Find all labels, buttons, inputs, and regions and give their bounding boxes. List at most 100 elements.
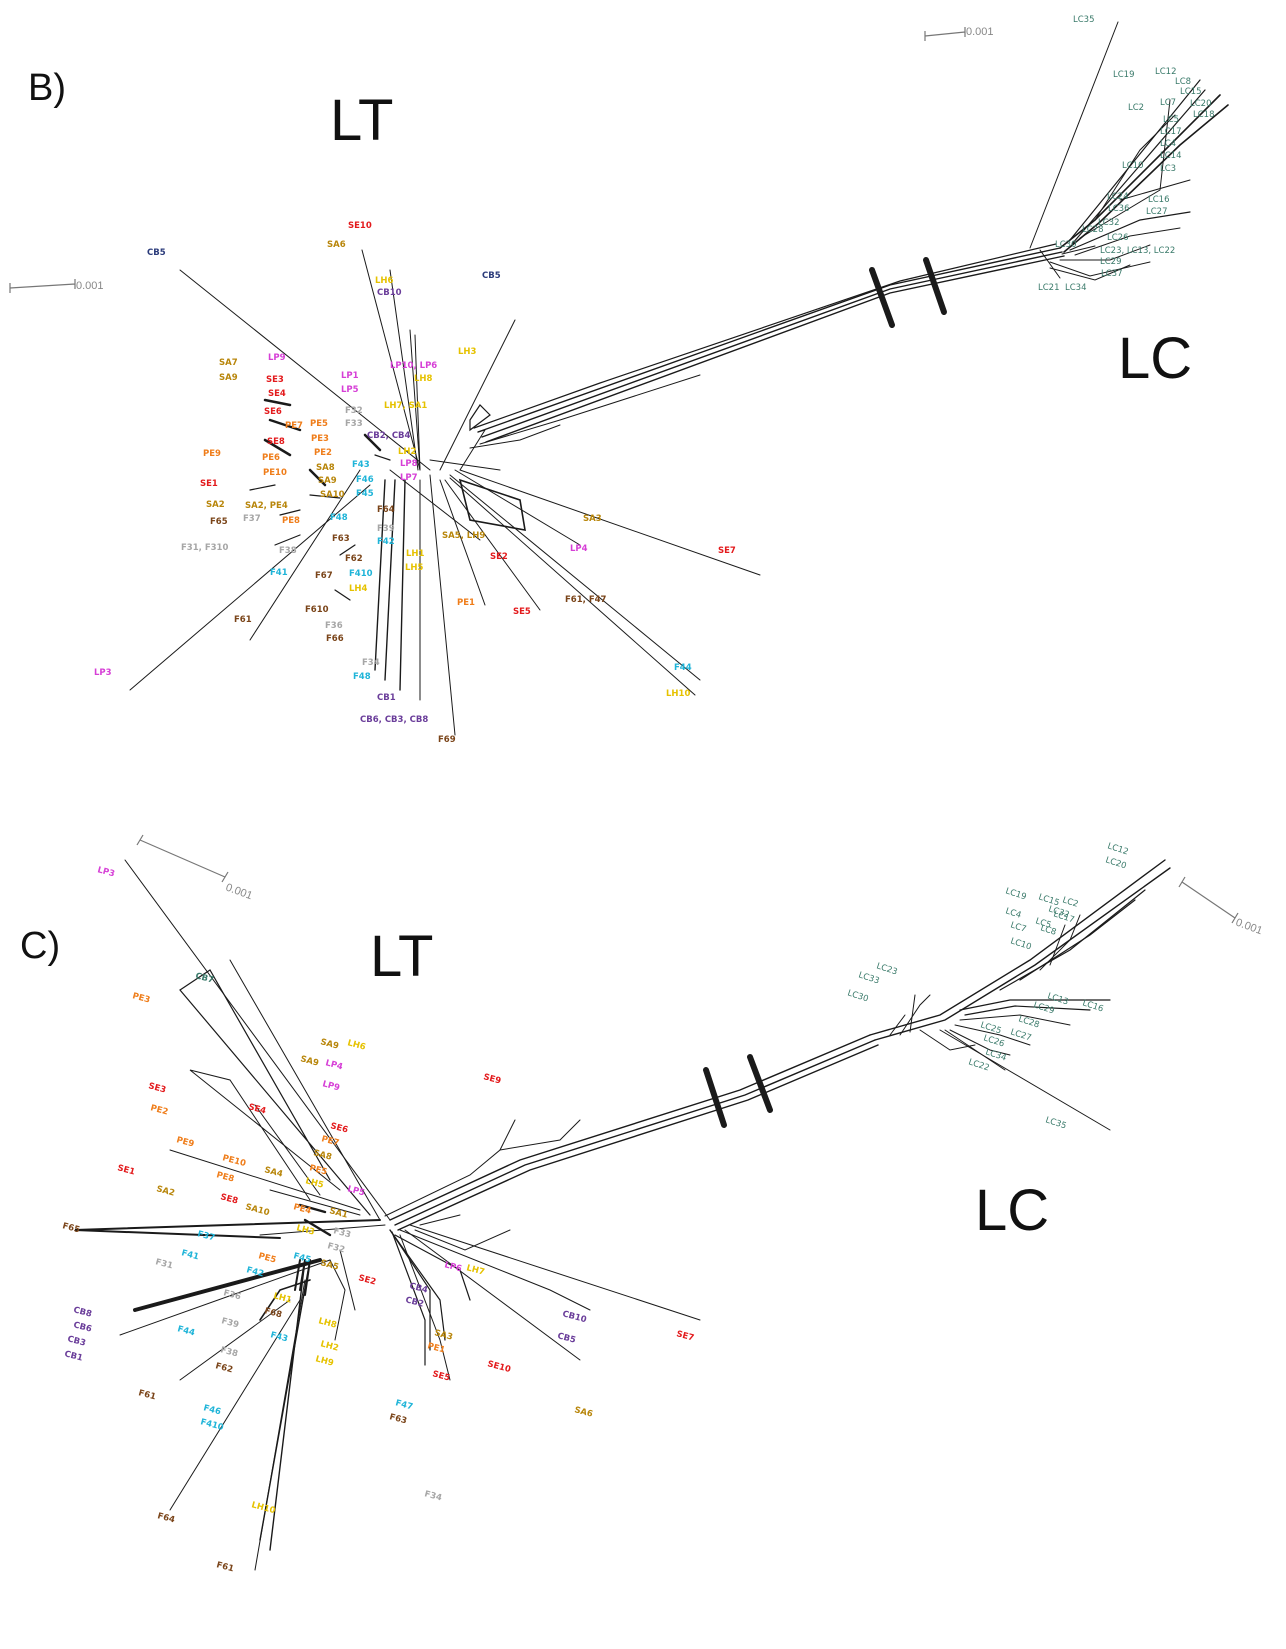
lt-taxon-label: PE7 [320,1134,340,1148]
lc-taxon-label: LC12 [1155,67,1177,77]
lt-taxon-label: F36 [222,1288,242,1302]
lt-taxon-label: SE7 [718,546,736,556]
lt-taxon-label: SE7 [675,1329,695,1343]
lc-taxon-label: LC2 [1061,895,1079,909]
lt-taxon-label: SE1 [116,1163,136,1177]
lt-taxon-label: SA9 [319,1037,340,1051]
lc-taxon-label: LC5 [1163,115,1179,125]
lt-taxon-label: SE6 [329,1121,349,1135]
lt-taxon-label: PE10 [221,1153,247,1169]
lc-taxon-label: LC33 [857,970,881,986]
lt-taxon-label: F34 [362,658,380,668]
lc-taxon-label: LC16 [1148,195,1170,205]
lt-taxon-label: PE1 [457,598,475,608]
lc-taxon-label: LC24 [1107,192,1129,202]
lt-taxon-label: SA4 [263,1165,284,1179]
scale-bar-left: 0.001 [9,279,104,293]
lc-taxon-label: LC14 [1160,151,1182,161]
lt-taxon-label: LP9 [321,1079,341,1093]
group-label-lc: LC [1118,326,1192,391]
lc-taxon-label: LC15 [1180,87,1202,97]
lt-taxon-label: SA2, PE4 [245,501,288,511]
lc-taxon-label: LC29 [1100,257,1122,267]
lc-taxon-label: LC30 [1055,240,1077,250]
lc-taxon-label: LC19 [1113,70,1135,80]
lt-taxon-label: PE3 [131,991,151,1005]
lt-taxon-label: SE8 [267,437,285,447]
lt-taxon-label: LH4 [349,584,368,594]
lt-taxon-label: SA3 [433,1328,454,1342]
lc-taxon-label: LC20 [1190,99,1212,109]
lt-taxon-label: CB5 [147,248,166,258]
lt-taxon-label: F62 [214,1361,234,1375]
lc-taxon-label: LC3 [1160,164,1176,174]
lc-taxon-label: LC25 [979,1020,1003,1036]
lc-taxon-label: LC34 [1065,283,1087,293]
lt-taxon-label: LH6 [346,1038,366,1052]
panel-label: C) [20,925,60,967]
lt-taxon-label: F64 [377,505,395,515]
lc-taxon-label: LC8 [1175,77,1191,87]
lt-taxon-label: LP5 [341,385,359,395]
break-mark [923,257,947,315]
lt-taxon-label: F61 [234,615,252,625]
lc-taxon-label: LC37 [1101,269,1123,279]
lt-taxon-label: LH5 [304,1176,324,1190]
lt-taxon-label: SA9 [299,1054,320,1068]
lt-taxon-label: F38 [219,1345,239,1359]
lt-taxon-label: F48 [330,513,348,523]
lt-taxon-label: LH3 [458,347,477,357]
lc-taxon-label: LC28 [1082,225,1104,235]
lt-taxon-label: F43 [352,460,370,470]
lt-taxon-label: F36 [325,621,343,631]
lt-taxon-label: F62 [345,554,363,564]
lc-taxon-label: LC34 [984,1047,1008,1063]
lt-taxon-label: CB2, CB4 [367,431,411,441]
lt-taxon-label: CB7 [194,971,215,986]
scale-bar-right: 0.001 [924,26,994,41]
lt-taxon-label: PE9 [175,1135,195,1149]
lt-taxon-label: F32 [326,1241,346,1255]
lt-taxon-label: SA10 [320,490,345,500]
lt-taxon-label: F45 [356,489,374,499]
lc-taxon-label: LC20 [1104,855,1128,871]
lt-taxon-label: CB6 [72,1320,93,1335]
lc-taxon-label: LC2 [1128,103,1144,113]
lt-taxon-label: F33 [332,1226,352,1240]
lc-taxon-label: LC10 [1009,936,1033,952]
lt-taxon-label: F46 [202,1403,222,1417]
lc-taxon-label: LC30 [846,988,870,1004]
network-c: C) LT LC 0.001 0.001 [20,834,1264,1574]
network-b: B) LT LC 0.001 0.001 [9,15,1229,745]
lt-taxon-label: LH8 [317,1316,337,1330]
lt-taxon-label: F41 [180,1248,200,1262]
lt-taxon-label: SE4 [247,1102,267,1116]
lt-taxon-label: LP3 [94,668,112,678]
lt-taxon-label: LP4 [570,544,588,554]
lt-taxon-label: F64 [156,1511,176,1525]
lt-taxon-label: SA2 [206,500,225,510]
lt-taxon-label: F410 [199,1417,224,1433]
scale-bar-right: 0.001 [1178,876,1264,937]
lt-taxon-label: CB2 [404,1295,425,1310]
lt-taxon-label: PE5 [310,419,328,429]
lc-taxon-label: LC5 [1034,916,1052,930]
lc-taxon-label: LC16 [1081,998,1105,1014]
lt-taxon-label: F61 [215,1560,235,1574]
lt-taxon-label: SE9 [482,1072,502,1086]
lt-taxon-label: PE8 [215,1170,235,1184]
panel-b: B) LT LC 0.001 0.001 [0,0,1286,800]
lc-taxon-label: LC18 [1193,110,1215,120]
lt-taxon-label: F41 [270,568,288,578]
lc-taxon-label: LC28 [1017,1014,1041,1030]
lt-taxon-label: F46 [356,475,374,485]
lt-taxon-label: PE6 [262,453,280,463]
lt-taxon-label: SA8 [312,1148,333,1162]
lc-taxon-label: LC23 [875,961,899,977]
lc-taxon-label: LC10 [1122,161,1144,171]
lt-taxon-label: CB1 [63,1349,84,1364]
lt-taxon-label: LP3 [96,865,116,879]
lt-taxon-label: F48 [353,672,371,682]
group-label-lc: LC [975,1178,1049,1243]
